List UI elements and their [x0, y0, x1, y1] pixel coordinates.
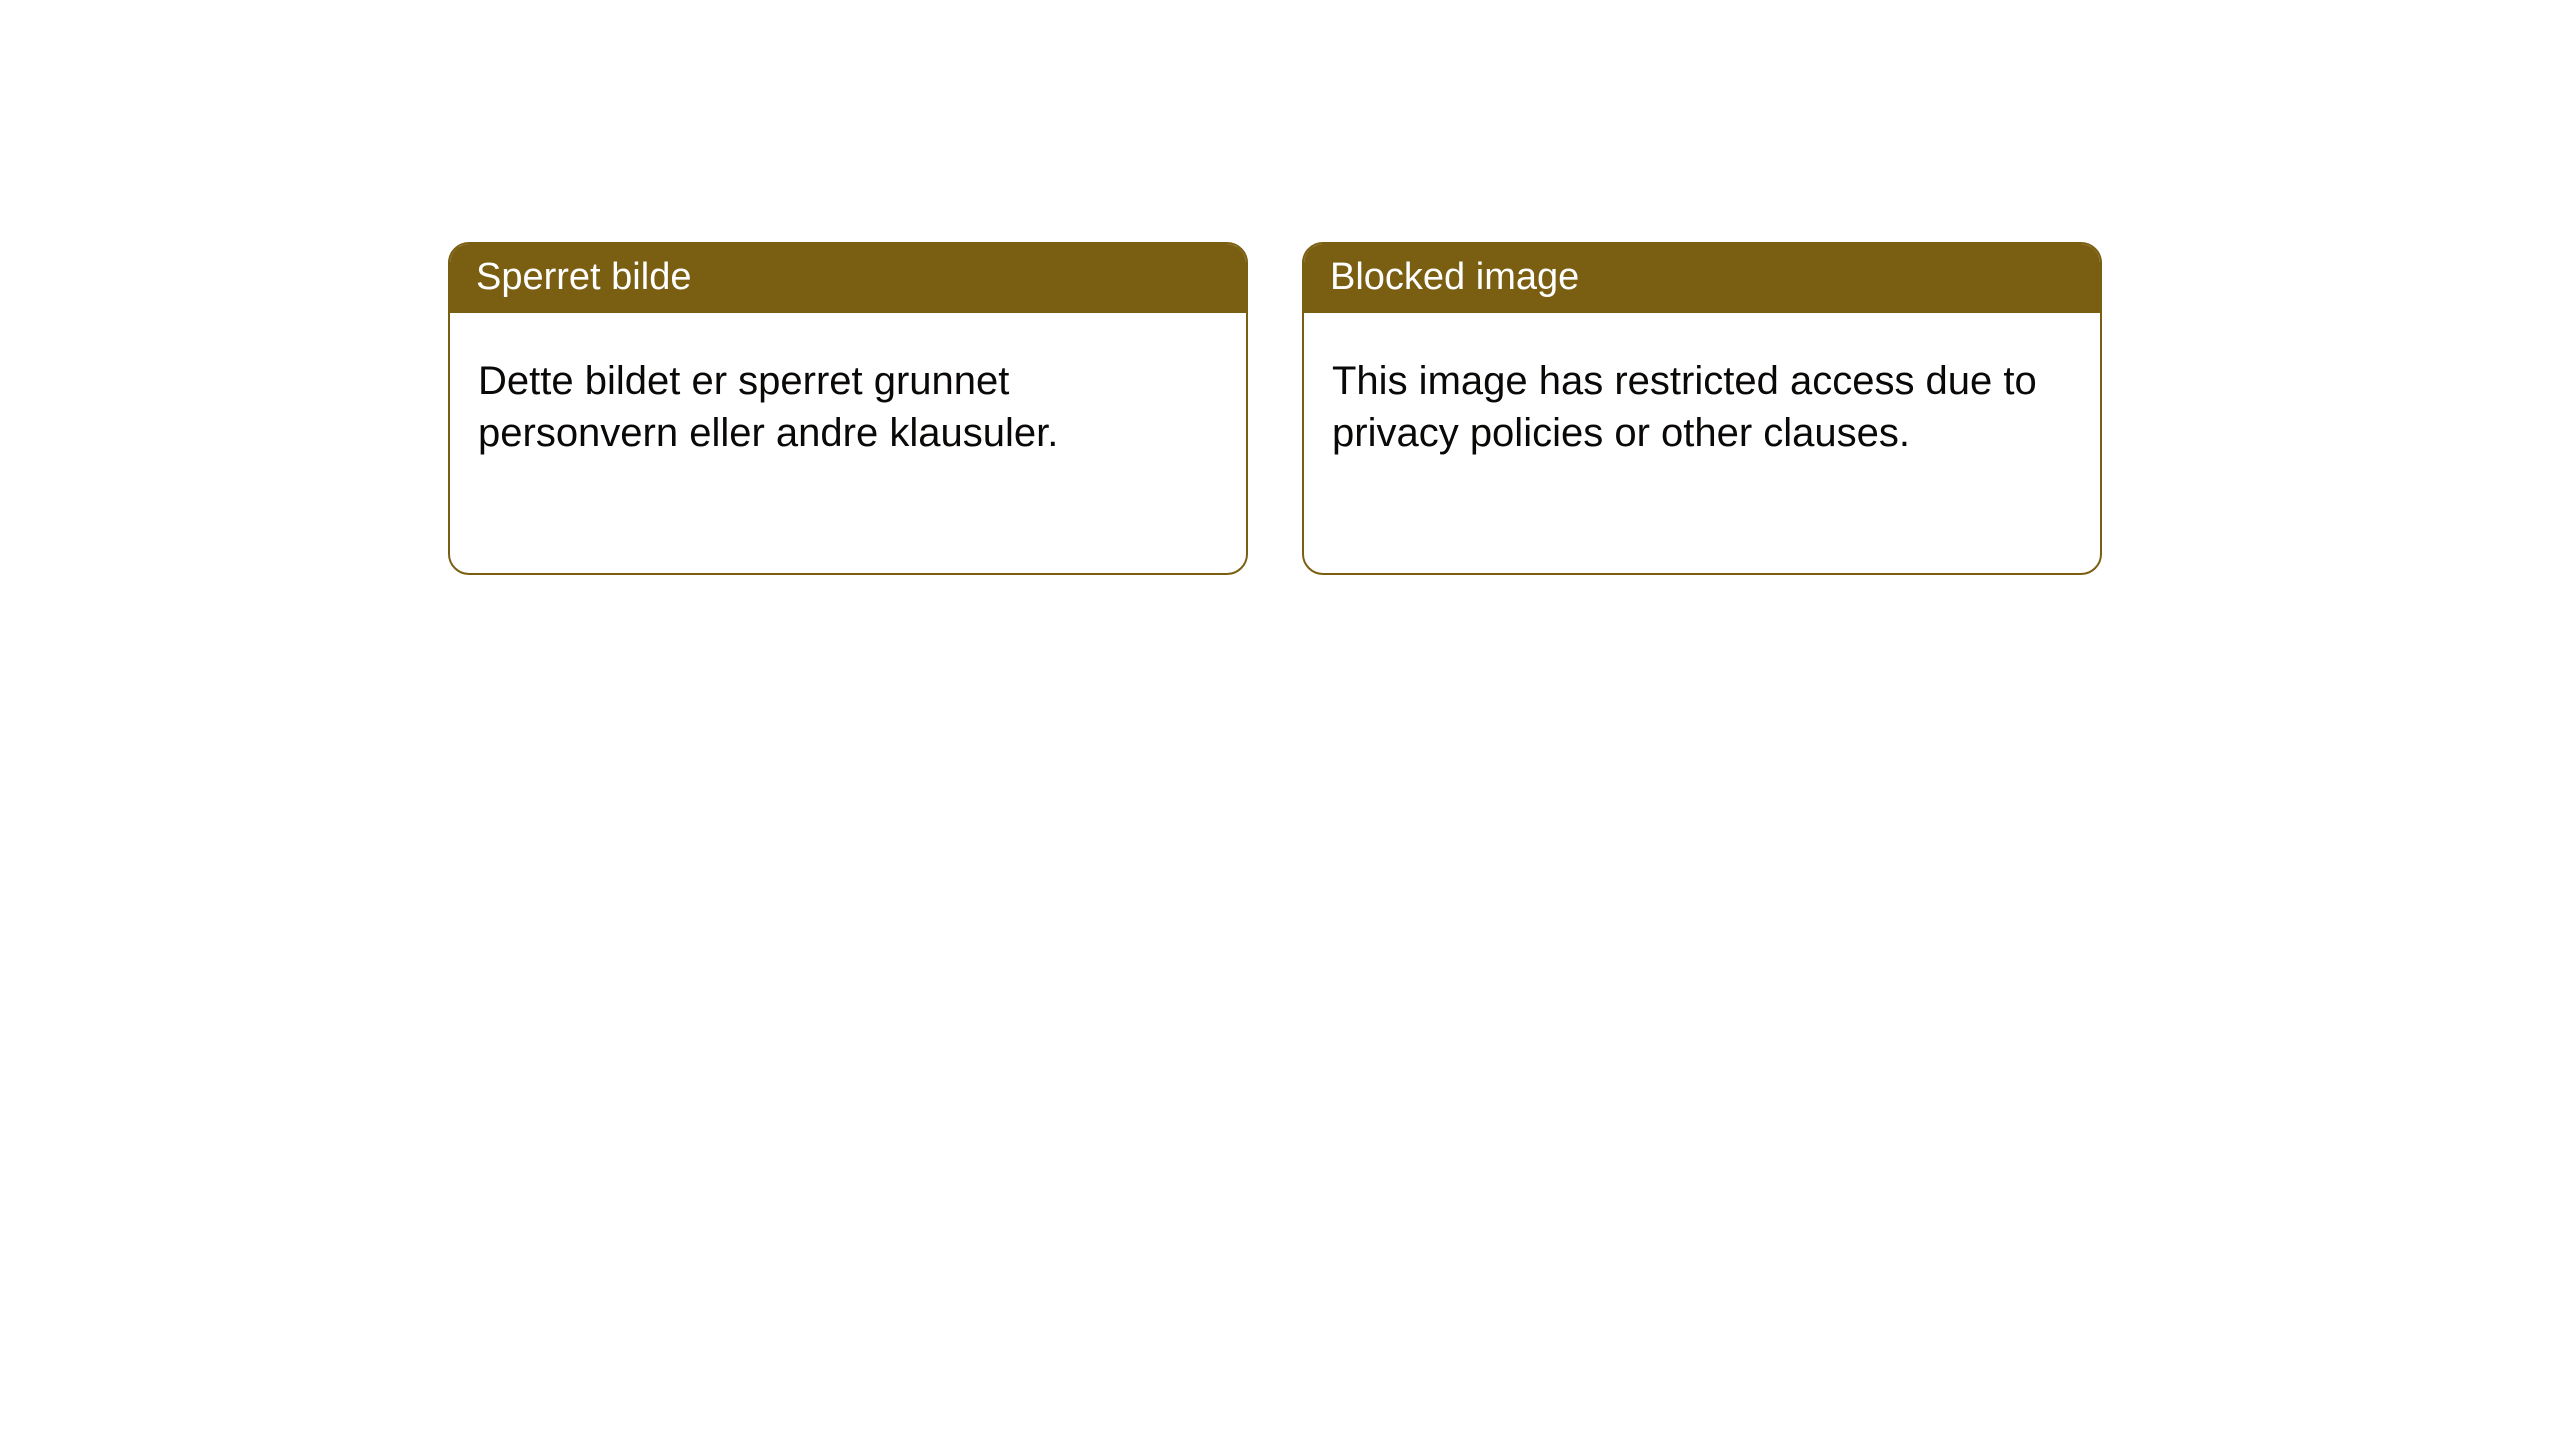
blocked-image-card-no: Sperret bilde Dette bildet er sperret gr… [448, 242, 1248, 575]
card-message-en: This image has restricted access due to … [1332, 359, 2037, 455]
card-message-no: Dette bildet er sperret grunnet personve… [478, 359, 1058, 455]
blocked-image-card-en: Blocked image This image has restricted … [1302, 242, 2102, 575]
card-body-no: Dette bildet er sperret grunnet personve… [450, 313, 1246, 487]
card-header-en: Blocked image [1304, 244, 2100, 313]
card-title-no: Sperret bilde [476, 256, 691, 298]
card-body-en: This image has restricted access due to … [1304, 313, 2100, 487]
card-title-en: Blocked image [1330, 256, 1579, 298]
notice-container: Sperret bilde Dette bildet er sperret gr… [0, 0, 2560, 575]
card-header-no: Sperret bilde [450, 244, 1246, 313]
